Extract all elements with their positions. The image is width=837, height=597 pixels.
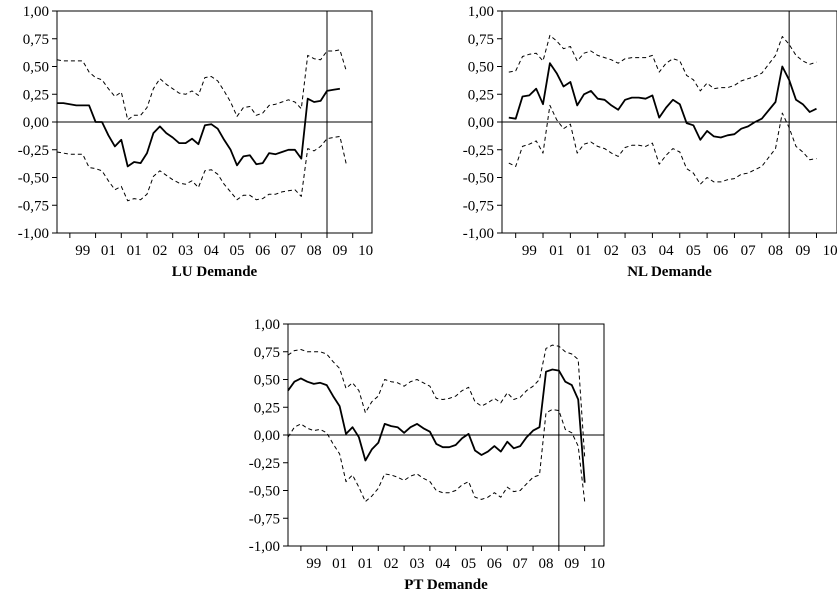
- x-tick-label: 02: [604, 243, 619, 259]
- x-tick-label: 08: [768, 243, 783, 259]
- x-tick-label: 08: [307, 243, 322, 259]
- y-tick-label: 0,50: [23, 60, 49, 76]
- x-tick-label: 04: [204, 243, 220, 259]
- x-tick-label: 10: [358, 243, 373, 259]
- y-tick-label: 0,00: [23, 115, 49, 131]
- y-tick-label: -0,50: [249, 484, 280, 500]
- x-tick-label: 01: [332, 556, 347, 572]
- x-tick-label: 02: [384, 556, 399, 572]
- chart-title: LU Demande: [172, 264, 258, 280]
- x-tick-label: 05: [230, 243, 245, 259]
- x-tick-label: 05: [686, 243, 701, 259]
- y-tick-label: 0,00: [254, 428, 280, 444]
- series-confidence-band-line: [508, 34, 817, 92]
- series-estimate-line: [57, 87, 341, 168]
- y-tick-label: -0,50: [18, 171, 49, 187]
- series-estimate-line: [508, 62, 817, 141]
- x-tick-label: 10: [823, 243, 837, 259]
- y-tick-label: -0,25: [463, 143, 494, 159]
- y-tick-label: 0,75: [468, 32, 494, 48]
- y-tick-label: 1,00: [468, 4, 494, 20]
- chart-pt-demande: 1,00 0,75 0,50 0,25 0,00 -0,25 -0,50 -0,75 -1,00…: [249, 317, 605, 593]
- series-confidence-band-line: [287, 409, 586, 503]
- chart-title: NL Demande: [627, 264, 712, 280]
- x-tick-label: 05: [461, 556, 476, 572]
- chart-nl-demande: 1,00 0,75 0,50 0,25 0,00 -0,25 -0,50 -0,75 -1,00…: [463, 4, 837, 280]
- y-tick-label: 1,00: [23, 4, 49, 20]
- series-confidence-band-line: [56, 49, 347, 121]
- x-tick-label: 01: [358, 556, 373, 572]
- x-tick-label: 08: [538, 556, 553, 572]
- series-confidence-band-line: [287, 344, 586, 458]
- x-tick-label: 01: [127, 243, 142, 259]
- x-tick-label: 03: [409, 556, 424, 572]
- y-tick-label: -1,00: [18, 226, 49, 242]
- x-tick-label: 06: [255, 243, 271, 259]
- x-tick-label: 04: [435, 556, 451, 572]
- y-tick-label: -0,25: [18, 143, 49, 159]
- x-tick-label: 04: [659, 243, 675, 259]
- y-tick-label: 0,75: [23, 32, 49, 48]
- y-tick-label: -0,75: [18, 198, 49, 214]
- y-tick-label: 1,00: [254, 317, 280, 333]
- x-tick-label: 01: [577, 243, 592, 259]
- x-tick-label: 99: [522, 243, 537, 259]
- y-tick-label: 0,25: [254, 400, 280, 416]
- chart-title: PT Demande: [404, 577, 488, 593]
- x-tick-label: 09: [332, 243, 347, 259]
- y-tick-label: 0,50: [468, 60, 494, 76]
- series-confidence-band-line: [508, 104, 817, 185]
- x-tick-label: 07: [741, 243, 757, 259]
- x-tick-label: 10: [590, 556, 605, 572]
- y-tick-label: 0,00: [468, 115, 494, 131]
- series-estimate-line: [287, 368, 586, 483]
- y-tick-label: 0,50: [254, 373, 280, 389]
- y-tick-label: 0,25: [23, 87, 49, 103]
- x-tick-label: 01: [101, 243, 116, 259]
- chart-lu-demande: 1,00 0,75 0,50 0,25 0,00 -0,25 -0,50 -0,75 -1,00…: [18, 4, 373, 280]
- y-tick-label: -0,50: [463, 171, 494, 187]
- x-tick-label: 09: [795, 243, 810, 259]
- y-tick-label: -0,75: [463, 198, 494, 214]
- x-tick-label: 99: [75, 243, 90, 259]
- x-tick-label: 06: [713, 243, 729, 259]
- y-tick-label: 0,75: [254, 345, 280, 361]
- series-confidence-band-line: [56, 135, 347, 202]
- y-tick-label: -0,25: [249, 456, 280, 472]
- x-tick-label: 09: [564, 556, 579, 572]
- y-tick-label: -1,00: [463, 226, 494, 242]
- x-tick-label: 03: [178, 243, 193, 259]
- x-tick-label: 07: [281, 243, 297, 259]
- x-tick-label: 99: [306, 556, 321, 572]
- y-tick-label: 0,25: [468, 87, 494, 103]
- x-tick-label: 06: [487, 556, 503, 572]
- x-tick-label: 02: [152, 243, 167, 259]
- y-tick-label: -0,75: [249, 511, 280, 527]
- y-tick-label: -1,00: [249, 539, 280, 555]
- x-tick-label: 03: [631, 243, 646, 259]
- x-tick-label: 07: [513, 556, 529, 572]
- x-tick-label: 01: [549, 243, 564, 259]
